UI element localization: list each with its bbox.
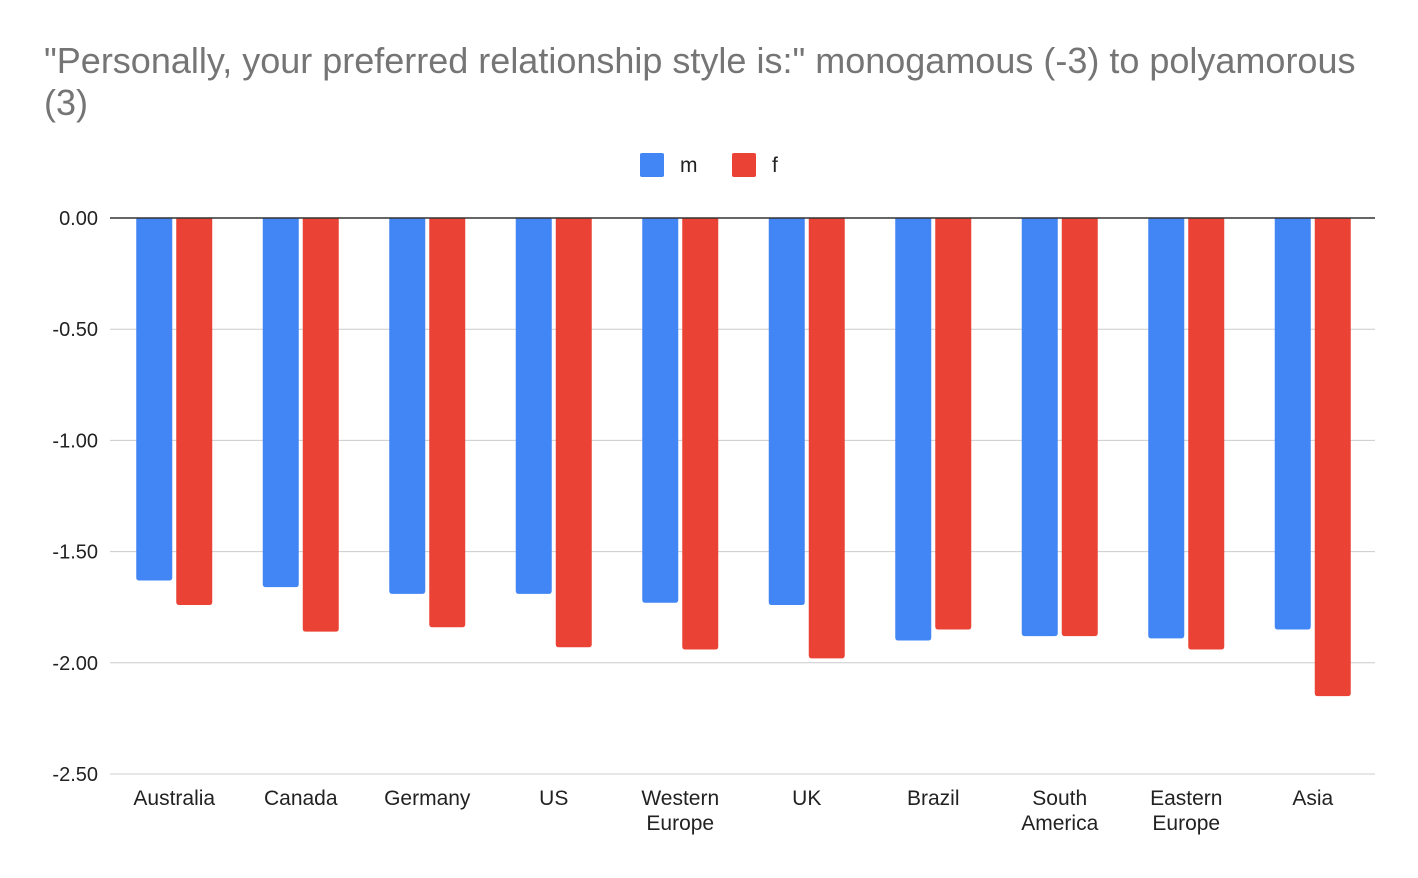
x-tick-label: South America: [1021, 787, 1098, 835]
x-tick-label: Western Europe: [641, 787, 719, 835]
x-tick-label: Canada: [264, 787, 338, 810]
bar-m-0: [136, 218, 173, 581]
bar-m-3: [515, 218, 552, 594]
bar-f-6: [935, 218, 972, 630]
bar-m-6: [895, 218, 932, 641]
x-tick-label: Asia: [1292, 787, 1333, 810]
bar-m-2: [389, 218, 426, 594]
x-tick-label: Australia: [133, 787, 215, 810]
y-tick-label: -1.00: [52, 430, 98, 452]
bar-f-1: [302, 218, 339, 632]
bar-m-8: [1148, 218, 1185, 639]
x-tick-label: Brazil: [907, 787, 960, 810]
bar-f-0: [176, 218, 213, 605]
bar-f-4: [682, 218, 719, 650]
bar-f-3: [555, 218, 592, 648]
y-tick-label: -0.50: [52, 319, 98, 341]
bar-m-4: [642, 218, 679, 603]
legend-swatch-f: [732, 153, 756, 177]
y-tick-label: 0.00: [59, 208, 98, 230]
bar-f-7: [1061, 218, 1098, 637]
x-tick-label: UK: [792, 787, 821, 810]
legend-label-m: m: [680, 154, 698, 177]
legend-swatch-m: [640, 153, 664, 177]
bar-m-7: [1021, 218, 1058, 637]
y-tick-label: -1.50: [52, 542, 98, 564]
y-tick-label: -2.00: [52, 653, 98, 675]
bar-f-9: [1314, 218, 1351, 697]
gridlines: [110, 328, 1375, 775]
bar-f-2: [429, 218, 466, 628]
bar-f-5: [808, 218, 845, 659]
x-axis: Australia Canada Germany US Western Europe UK B…: [133, 787, 1333, 835]
bar-f-8: [1188, 218, 1225, 650]
legend-label-f: f: [772, 154, 778, 177]
x-tick-label: US: [539, 787, 568, 810]
chart-title: "Personally, your preferred relationship…: [44, 40, 1356, 123]
x-tick-label: Eastern Europe: [1150, 787, 1222, 835]
bar-m-1: [262, 218, 299, 588]
y-tick-label: -2.50: [52, 764, 98, 786]
y-axis: 0.00 -0.50 -1.00 -1.50 -2.00 -2.50: [52, 208, 98, 786]
bar-m-5: [768, 218, 805, 605]
x-tick-label: Germany: [384, 787, 471, 810]
bars: [136, 218, 1351, 697]
bar-m-9: [1274, 218, 1311, 630]
